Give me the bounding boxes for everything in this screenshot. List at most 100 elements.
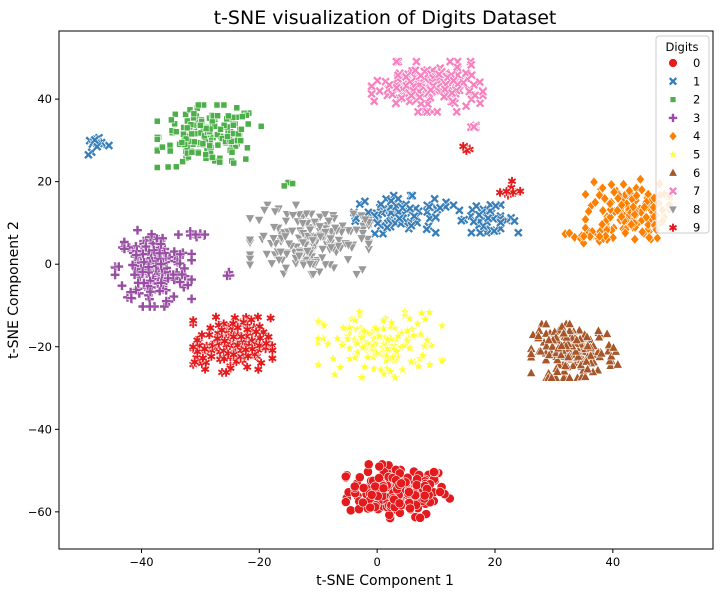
point-digit-8 <box>325 234 336 245</box>
point-digit-4 <box>600 193 610 205</box>
legend-title: Digits <box>665 40 698 54</box>
legend-marker-4 <box>668 130 678 142</box>
point-digit-8 <box>244 214 256 225</box>
point-digit-9 <box>217 325 227 335</box>
point-digit-3 <box>158 233 168 243</box>
legend-label-9: 9 <box>693 221 700 235</box>
point-digit-9 <box>219 346 229 356</box>
point-digit-4 <box>609 186 619 198</box>
point-digit-8 <box>268 234 279 244</box>
point-digit-5 <box>337 321 350 333</box>
point-digit-5 <box>425 339 437 351</box>
point-digit-8 <box>357 229 369 239</box>
point-digit-8 <box>307 270 319 280</box>
point-digit-8 <box>319 210 331 220</box>
point-digit-3 <box>147 229 157 239</box>
point-digit-3 <box>145 302 155 311</box>
point-digit-4 <box>595 230 605 242</box>
point-digit-0 <box>378 483 389 494</box>
point-digit-8 <box>259 206 270 216</box>
point-digit-1 <box>456 216 467 226</box>
point-digit-3 <box>161 296 171 306</box>
legend-item-5: 5 <box>667 148 700 162</box>
point-digit-8 <box>351 270 362 280</box>
point-digit-4 <box>632 190 642 202</box>
point-digit-8 <box>309 217 320 228</box>
point-digit-6 <box>606 350 617 361</box>
point-digit-1 <box>376 199 386 209</box>
point-digit-5 <box>355 371 368 383</box>
point-digit-2 <box>153 117 161 125</box>
point-digit-3 <box>131 285 141 295</box>
point-digit-2 <box>244 120 252 128</box>
point-digit-2 <box>199 140 207 148</box>
point-digit-7 <box>432 107 442 117</box>
point-digit-6 <box>582 363 593 374</box>
point-digit-4 <box>584 205 594 217</box>
point-digit-7 <box>369 96 379 106</box>
point-digit-8 <box>362 235 373 245</box>
point-digit-5 <box>377 322 390 334</box>
point-digit-1 <box>394 213 405 224</box>
point-digit-2 <box>153 147 161 155</box>
point-digit-8 <box>351 225 362 236</box>
point-digit-5 <box>436 319 448 331</box>
legend-item-3: 3 <box>668 111 700 125</box>
point-digit-2 <box>214 112 221 120</box>
point-digit-8 <box>244 255 256 265</box>
point-digit-8 <box>281 250 292 260</box>
point-digit-2 <box>224 133 231 140</box>
point-digit-9 <box>267 354 277 363</box>
legend-item-6: 6 <box>668 166 700 180</box>
point-digit-8 <box>262 200 273 211</box>
point-digit-8 <box>244 260 256 271</box>
point-digit-7 <box>391 56 402 67</box>
point-digit-5 <box>436 354 448 367</box>
point-digit-9 <box>212 334 223 343</box>
point-digit-8 <box>302 247 313 257</box>
point-digit-6 <box>580 371 591 381</box>
point-digit-1 <box>104 140 114 151</box>
point-digit-6 <box>544 349 555 359</box>
point-digit-9 <box>501 187 512 196</box>
point-digit-4 <box>652 232 662 244</box>
point-digit-3 <box>131 250 141 260</box>
point-digit-3 <box>155 248 165 258</box>
point-digit-2 <box>166 141 174 149</box>
point-digit-2 <box>171 110 179 118</box>
point-digit-3 <box>139 257 149 267</box>
point-digit-9 <box>458 142 468 151</box>
point-digit-3 <box>200 230 210 240</box>
point-digit-6 <box>581 331 593 341</box>
point-digit-3 <box>183 280 193 290</box>
point-digit-8 <box>304 260 316 270</box>
point-digit-6 <box>540 328 552 338</box>
legend-item-2: 2 <box>669 93 700 107</box>
point-digit-9 <box>188 316 198 325</box>
point-digit-8 <box>333 241 344 252</box>
point-digit-1 <box>92 141 102 152</box>
point-digit-1 <box>471 201 481 211</box>
point-digit-9 <box>256 358 266 368</box>
point-digit-3 <box>156 239 166 249</box>
point-digit-2 <box>217 125 224 133</box>
point-digit-5 <box>401 334 413 346</box>
point-digit-8 <box>273 255 285 266</box>
legend-label-3: 3 <box>693 111 700 125</box>
point-digit-7 <box>440 84 450 95</box>
point-digit-6 <box>596 347 607 358</box>
point-digit-5 <box>411 317 424 329</box>
point-digit-9 <box>192 347 202 357</box>
point-digit-0 <box>340 471 351 482</box>
point-digit-6 <box>540 318 552 329</box>
point-digit-3 <box>177 270 187 279</box>
point-digit-4 <box>564 227 574 239</box>
point-digit-4 <box>612 204 622 216</box>
point-digit-2 <box>209 153 216 161</box>
series-digit-3 <box>110 225 235 311</box>
point-digit-1 <box>491 201 501 211</box>
point-digit-1 <box>370 229 380 239</box>
point-digit-3 <box>155 286 165 296</box>
point-digit-4 <box>630 208 640 220</box>
point-digit-1 <box>474 210 484 220</box>
